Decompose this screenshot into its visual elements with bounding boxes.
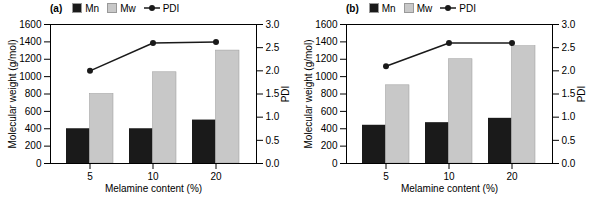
html-text:PDI: PDI: [459, 2, 476, 14]
svg-text:400: 400: [321, 123, 338, 134]
svg-text:800: 800: [321, 88, 338, 99]
html-text:PDI: PDI: [162, 2, 180, 14]
svg-text:1400: 1400: [19, 36, 42, 47]
svg-text:800: 800: [25, 88, 42, 99]
svg-text:2.0: 2.0: [266, 65, 280, 76]
svg-text:0: 0: [36, 158, 42, 169]
svg-text:1200: 1200: [315, 53, 338, 64]
svg-text:2.5: 2.5: [266, 42, 280, 53]
svg-text:1600: 1600: [19, 19, 42, 30]
svg-text:600: 600: [321, 106, 338, 117]
svg-text:2.5: 2.5: [562, 42, 576, 53]
html-text:(a): (a): [50, 2, 63, 14]
svg-text:200: 200: [321, 140, 338, 151]
svg-text:Molecular weight (g/mol): Molecular weight (g/mol): [7, 40, 18, 149]
svg-text:1400: 1400: [315, 36, 338, 47]
svg-text:10: 10: [147, 171, 159, 182]
svg-text:0.5: 0.5: [266, 135, 280, 146]
svg-text:0.0: 0.0: [266, 158, 280, 169]
html-text:Mw: Mw: [120, 2, 136, 14]
svg-text:1200: 1200: [19, 53, 42, 64]
svg-text:1.5: 1.5: [266, 88, 280, 99]
svg-text:1.0: 1.0: [562, 111, 576, 122]
svg-text:2.0: 2.0: [562, 65, 576, 76]
svg-text:Melamine content (%): Melamine content (%): [105, 183, 202, 194]
svg-text:20: 20: [210, 171, 222, 182]
html-text:Mn: Mn: [85, 2, 100, 14]
svg-text:Molecular weight (g/mol): Molecular weight (g/mol): [303, 40, 314, 149]
svg-text:1.0: 1.0: [266, 111, 280, 122]
svg-text:5: 5: [383, 171, 389, 182]
svg-text:10: 10: [443, 171, 455, 182]
svg-text:600: 600: [25, 106, 42, 117]
svg-text:20: 20: [506, 171, 518, 182]
svg-text:200: 200: [25, 140, 42, 151]
html-text:(b): (b): [346, 2, 359, 14]
svg-text:1000: 1000: [315, 71, 338, 82]
svg-text:1.5: 1.5: [562, 88, 576, 99]
svg-text:3.0: 3.0: [562, 19, 576, 30]
html-text:Mw: Mw: [416, 2, 433, 14]
svg-text:5: 5: [87, 171, 93, 182]
svg-text:PDI: PDI: [280, 86, 291, 103]
svg-text:0.5: 0.5: [562, 135, 576, 146]
svg-text:PDI: PDI: [576, 86, 587, 103]
svg-text:Melamine content (%): Melamine content (%): [401, 183, 498, 194]
svg-text:0.0: 0.0: [562, 158, 576, 169]
svg-text:1600: 1600: [315, 19, 338, 30]
svg-text:3.0: 3.0: [266, 19, 280, 30]
html-text:Mn: Mn: [381, 2, 396, 14]
svg-text:400: 400: [25, 123, 42, 134]
svg-text:0: 0: [332, 158, 338, 169]
svg-text:1000: 1000: [19, 71, 42, 82]
